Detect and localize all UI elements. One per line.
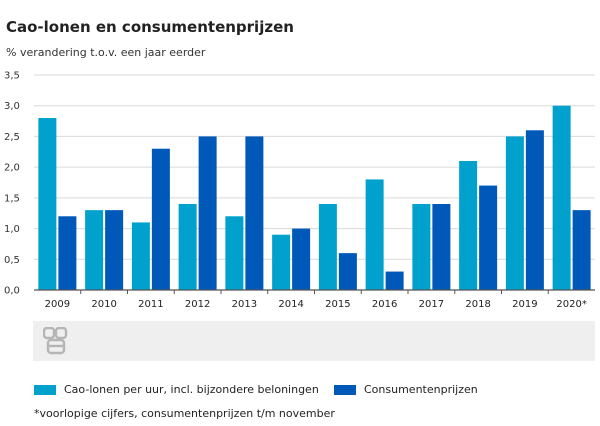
bar-consumentenprijzen [385, 271, 404, 290]
bar-cao-lonen [318, 204, 337, 290]
bar-cao-lonen [85, 210, 104, 290]
bar-consumentenprijzen [58, 216, 77, 290]
x-category-label: 2017 [419, 299, 444, 310]
footnote: *voorlopige cijfers, consumentenprijzen … [34, 407, 335, 420]
y-tick-label: 1,5 [4, 193, 20, 204]
bar-consumentenprijzen [105, 210, 124, 290]
y-tick-label: 3,5 [4, 71, 20, 82]
x-category-label: 2015 [325, 299, 350, 310]
x-category-label: 2009 [45, 299, 70, 310]
bar-consumentenprijzen [572, 210, 591, 290]
bar-cao-lonen [505, 136, 524, 290]
bar-consumentenprijzen [479, 185, 498, 290]
bar-cao-lonen [178, 204, 197, 290]
bar-cao-lonen [552, 105, 571, 290]
bar-consumentenprijzen [432, 204, 451, 290]
y-tick-label: 0,5 [4, 255, 20, 266]
bar-cao-lonen [131, 222, 150, 290]
cbs-logo-icon [43, 327, 68, 355]
legend-swatch-cao-lonen [34, 385, 56, 395]
x-category-label: 2018 [465, 299, 490, 310]
x-category-label: 2019 [512, 299, 537, 310]
x-category-label: 2012 [185, 299, 210, 310]
bar-consumentenprijzen [151, 148, 170, 290]
x-category-label: 2014 [278, 299, 303, 310]
legend-item-consumentenprijzen: Consumentenprijzen [334, 383, 478, 396]
legend-label-consumentenprijzen: Consumentenprijzen [364, 383, 478, 396]
bar-consumentenprijzen [245, 136, 264, 290]
source-logo-bar [33, 321, 595, 361]
y-tick-label: 1,0 [4, 224, 20, 235]
bar-consumentenprijzen [525, 130, 544, 290]
x-category-label: 2020* [556, 299, 586, 310]
bar-consumentenprijzen [198, 136, 217, 290]
chart-title: Cao-lonen en consumentenprijzen [6, 18, 294, 36]
bar-cao-lonen [272, 234, 291, 290]
legend-swatch-consumentenprijzen [334, 385, 356, 395]
bar-chart: 0,0 0,5 1,0 1,5 2,0 2,5 3,0 3,5 2009 2010 2011 2012… [4, 71, 595, 310]
x-category-label: 2016 [372, 299, 397, 310]
x-category-label: 2010 [91, 299, 116, 310]
bar-cao-lonen [459, 161, 478, 290]
bar-cao-lonen [412, 204, 431, 290]
legend-label-cao-lonen: Cao-lonen per uur, incl. bijzondere belo… [64, 383, 319, 396]
y-tick-label: 3,0 [4, 101, 20, 112]
x-category-label: 2013 [232, 299, 257, 310]
bar-consumentenprijzen [338, 253, 357, 290]
bar-cao-lonen [225, 216, 244, 290]
y-tick-label: 0,0 [4, 286, 20, 297]
bar-cao-lonen [38, 118, 57, 290]
x-category-label: 2011 [138, 299, 163, 310]
bar-consumentenprijzen [292, 228, 311, 290]
y-tick-label: 2,0 [4, 163, 20, 174]
chart-subtitle: % verandering t.o.v. een jaar eerder [6, 46, 206, 59]
bar-cao-lonen [365, 179, 384, 290]
y-tick-label: 2,5 [4, 132, 20, 143]
legend-item-cao-lonen: Cao-lonen per uur, incl. bijzondere belo… [34, 383, 319, 396]
